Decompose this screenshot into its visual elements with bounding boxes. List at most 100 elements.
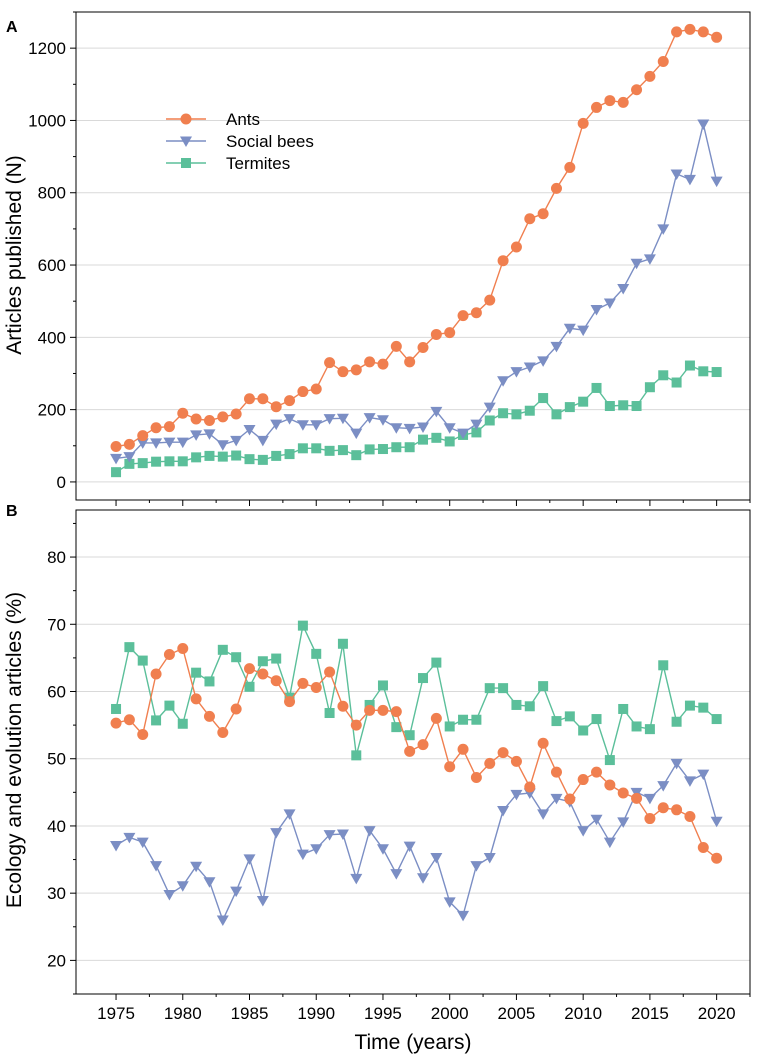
pa-data-point	[430, 328, 442, 340]
pb-data-point	[390, 706, 402, 718]
pb-data-point	[511, 699, 522, 710]
pa-data-point	[297, 386, 309, 398]
pa-data-point	[631, 84, 643, 96]
pa-data-point	[110, 453, 123, 465]
pb-xtick-label: 1985	[231, 1004, 269, 1023]
pb-data-point	[256, 896, 269, 907]
pa-series-line	[115, 28, 717, 448]
pb-data-point	[217, 727, 229, 739]
pa-data-point	[350, 364, 362, 376]
pb-data-point	[231, 652, 242, 663]
pa-data-point	[710, 176, 723, 188]
pb-data-point	[551, 716, 562, 727]
pa-data-point	[510, 367, 523, 378]
pb-data-point	[111, 703, 122, 714]
pa-data-point	[483, 402, 496, 414]
pa-data-point	[578, 396, 589, 407]
pb-data-point	[657, 781, 670, 792]
pb-data-point	[591, 766, 603, 778]
pb-xtick-label: 1980	[164, 1004, 202, 1023]
pb-data-point	[538, 681, 549, 692]
pb-data-point	[136, 837, 149, 849]
pb-data-point	[497, 805, 510, 817]
pb-series-termites	[111, 620, 722, 766]
pb-xtick-label: 1995	[364, 1004, 402, 1023]
pb-data-point	[163, 890, 176, 901]
pa-data-point	[216, 440, 229, 451]
pa-data-point	[403, 423, 416, 435]
pb-data-point	[710, 816, 723, 828]
pa-data-point	[658, 370, 669, 381]
pb-data-point	[658, 660, 669, 671]
pb-data-point	[377, 704, 389, 716]
pb-data-point	[123, 832, 136, 844]
pa-data-point	[591, 382, 602, 393]
pa-data-point	[377, 358, 389, 370]
pa-data-point	[698, 366, 709, 377]
pa-data-point	[484, 415, 495, 426]
pa-data-point	[323, 414, 336, 425]
pb-ytick-label: 50	[47, 750, 66, 769]
pb-data-point	[683, 776, 696, 787]
pa-data-point	[337, 366, 349, 378]
pa-data-point	[524, 405, 535, 416]
pa-data-point	[177, 407, 189, 419]
pa-ylabel: Articles published (N)	[3, 155, 26, 355]
pa-data-point	[590, 304, 603, 316]
pb-data-point	[243, 854, 256, 865]
pb-series-ants	[110, 642, 723, 864]
pa-data-point	[537, 208, 549, 220]
pb-data-point	[457, 910, 470, 922]
pa-data-point	[484, 294, 496, 306]
pa-data-point	[591, 101, 603, 113]
pa-data-point	[390, 423, 403, 434]
pb-data-point	[418, 673, 429, 684]
pa-data-point	[457, 310, 469, 322]
pa-data-point	[471, 427, 482, 438]
pb-data-point	[711, 852, 723, 864]
pb-data-point	[297, 620, 308, 631]
pa-data-point	[217, 451, 228, 462]
pb-data-point	[537, 737, 549, 749]
pb-ytick-label: 70	[47, 615, 66, 634]
pa-plot-frame	[75, 11, 751, 501]
pb-plot-frame	[75, 509, 751, 995]
pa-data-point	[470, 419, 483, 431]
pa-data-point	[164, 456, 175, 467]
pb-data-point	[617, 817, 630, 828]
pb-data-point	[430, 853, 443, 864]
pa-data-point	[497, 255, 509, 267]
pb-data-point	[164, 700, 175, 711]
pb-data-point	[110, 840, 123, 852]
pb-xtick-label: 1990	[297, 1004, 335, 1023]
pb-data-point	[484, 683, 495, 694]
pa-data-point	[684, 360, 695, 371]
pb-xtick-label: 1975	[97, 1004, 135, 1023]
pa-data-point	[137, 430, 149, 442]
legend-label: Termites	[226, 154, 290, 173]
pa-data-point	[270, 419, 283, 431]
pb-data-point	[631, 721, 642, 732]
pa-data-point	[376, 415, 389, 426]
pa-data-point	[604, 401, 615, 412]
pb-data-point	[123, 714, 135, 726]
pa-data-point	[431, 432, 442, 443]
pa-data-point	[231, 450, 242, 461]
pb-data-point	[697, 841, 709, 853]
pb-ylabel: Ecology and evolution articles (%)	[3, 592, 26, 908]
pa-data-point	[524, 213, 536, 225]
pa-data-point	[631, 401, 642, 412]
pb-data-point	[311, 648, 322, 659]
pb-data-point	[336, 829, 349, 841]
pb-data-point	[363, 826, 376, 837]
pb-data-point	[270, 828, 283, 839]
pa-data-point	[244, 454, 255, 465]
pa-data-point	[296, 420, 309, 431]
pb-data-point	[643, 793, 656, 805]
pa-data-point	[136, 438, 149, 449]
pb-data-point	[350, 873, 363, 885]
pa-data-point	[644, 382, 655, 393]
pb-data-point	[257, 656, 268, 667]
pb-data-point	[364, 704, 376, 716]
